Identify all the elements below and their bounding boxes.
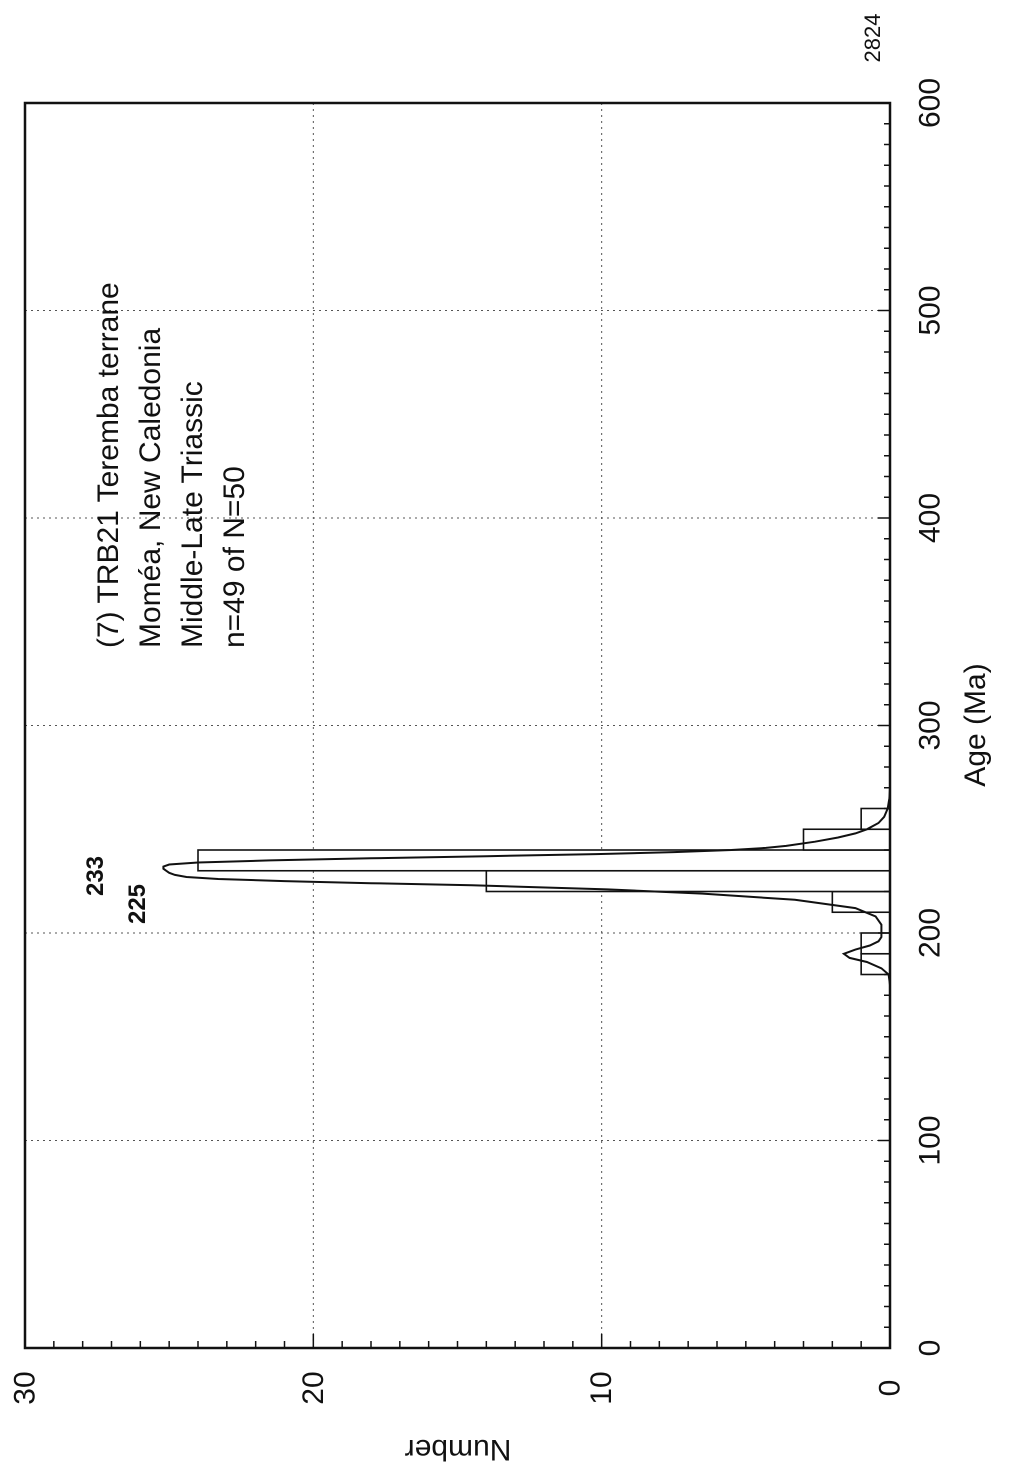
annotation-line-age: Middle-Late Triassic <box>176 381 209 648</box>
tick-labels: 0 100 200 300 400 500 600 0 10 20 30 <box>9 78 947 1405</box>
x-tick-label-0: 0 <box>914 1340 947 1357</box>
x-tick-label-300: 300 <box>914 700 947 750</box>
axis-ticks <box>24 102 891 1349</box>
grid-lines <box>25 103 890 1348</box>
y-tick-label-30: 30 <box>9 1371 42 1404</box>
annotation-line-sample: (7) TRB21 Teremba terrane <box>92 282 125 648</box>
x-tick-label-200: 200 <box>914 908 947 958</box>
annotation-line-location: Moméa, New Caledonia <box>134 328 167 648</box>
density-curve <box>162 787 891 986</box>
x-tick-label-600: 600 <box>914 78 947 128</box>
annotation-line-count: n=49 of N=50 <box>218 466 251 648</box>
x-axis-label: Age (Ma) <box>959 663 992 786</box>
histogram-bar-240 <box>802 828 891 851</box>
histogram-bars <box>197 807 891 976</box>
x-tick-label-100: 100 <box>914 1115 947 1165</box>
y-tick-label-10: 10 <box>585 1371 618 1404</box>
x-tick-label-500: 500 <box>914 285 947 335</box>
peak-label-233: 233 <box>82 856 109 896</box>
peak-label-225: 225 <box>124 884 151 924</box>
y-tick-label-0: 0 <box>874 1380 907 1397</box>
page-number: 2824 <box>860 14 885 63</box>
x-tick-label-400: 400 <box>914 493 947 543</box>
sample-annotation: (7) TRB21 Teremba terrane Moméa, New Cal… <box>92 282 251 648</box>
histogram-bar-210 <box>831 890 891 914</box>
y-axis-label: Number <box>405 1433 512 1466</box>
y-tick-label-20: 20 <box>297 1371 330 1404</box>
